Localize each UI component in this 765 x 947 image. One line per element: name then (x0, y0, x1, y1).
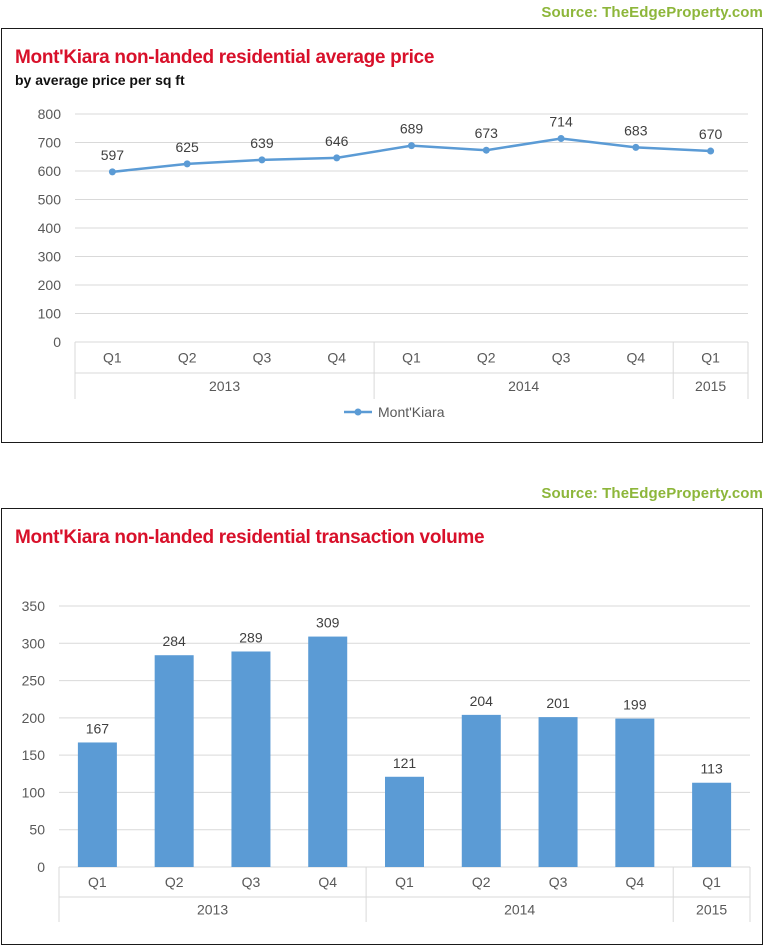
y-tick-label: 600 (38, 163, 62, 179)
x-tick-label: Q1 (395, 874, 414, 890)
x-tick-label: Q4 (318, 874, 337, 890)
data-point (183, 160, 191, 168)
bar (692, 782, 732, 867)
x-tick-label: Q3 (253, 350, 272, 366)
data-label: 204 (470, 693, 494, 709)
group-label: 2014 (504, 902, 535, 918)
data-label: 673 (475, 125, 499, 141)
bar (538, 717, 578, 867)
group-label: 2015 (696, 902, 727, 918)
data-point (557, 135, 565, 143)
y-tick-label: 150 (22, 747, 46, 763)
data-label: 167 (86, 720, 110, 736)
y-tick-label: 800 (38, 106, 62, 122)
price-chart-title: Mont'Kiara non-landed residential averag… (15, 47, 435, 68)
data-point (108, 168, 116, 176)
data-label: 625 (175, 139, 199, 155)
y-tick-label: 350 (22, 598, 46, 614)
x-tick-label: Q1 (702, 874, 721, 890)
y-tick-label: 300 (22, 635, 46, 651)
volume-chart-panel: Mont'Kiara non-landed residential transa… (1, 508, 763, 945)
data-label: 201 (546, 695, 570, 711)
y-tick-label: 0 (37, 859, 45, 875)
x-tick-label: Q2 (165, 874, 184, 890)
x-tick-label: Q4 (327, 350, 346, 366)
y-tick-label: 500 (38, 192, 62, 208)
data-label: 597 (101, 147, 125, 163)
data-label: 646 (325, 133, 349, 149)
data-point (333, 154, 341, 162)
data-label: 289 (239, 629, 263, 645)
data-label: 683 (624, 122, 648, 138)
data-label: 113 (700, 761, 723, 777)
y-tick-label: 0 (53, 334, 61, 350)
data-label: 121 (393, 755, 417, 771)
x-tick-label: Q3 (549, 874, 568, 890)
price-chart-panel: Mont'Kiara non-landed residential averag… (1, 28, 763, 443)
group-label: 2014 (508, 378, 539, 394)
bar (615, 718, 655, 867)
data-label: 284 (162, 633, 186, 649)
price-line-chart: 0 100 200 300 400 500 600 700 800 Q1 Q2 Q3 Q4 Q1 Q2 Q3 Q… (38, 106, 749, 420)
group-label: 2015 (695, 378, 726, 394)
y-tick-label: 200 (38, 277, 62, 293)
x-tick-label: Q4 (626, 350, 645, 366)
volume-chart-title: Mont'Kiara non-landed residential transa… (15, 527, 485, 548)
bar (385, 776, 424, 867)
y-tick-label: 250 (22, 673, 46, 689)
bar (231, 651, 271, 867)
data-label: 199 (623, 697, 647, 713)
x-tick-label: Q2 (477, 350, 496, 366)
volume-bar-chart: 0 50 100 150 200 250 300 350 Q1 Q2 Q3 Q4 Q1 Q2 Q3 Q4 Q1 2… (22, 598, 751, 922)
data-label: 670 (699, 126, 723, 142)
bar (461, 714, 501, 867)
bar (154, 655, 194, 867)
x-tick-label: Q1 (88, 874, 107, 890)
y-tick-label: 400 (38, 220, 62, 236)
bar (308, 636, 348, 867)
y-tick-label: 200 (22, 710, 46, 726)
source-credit-top: Source: TheEdgeProperty.com (541, 4, 763, 21)
y-tick-label: 300 (38, 249, 62, 265)
group-label: 2013 (209, 378, 240, 394)
data-label: 309 (316, 615, 340, 631)
y-tick-label: 100 (38, 306, 62, 322)
x-tick-label: Q3 (552, 350, 571, 366)
x-tick-label: Q4 (625, 874, 644, 890)
data-point (482, 146, 490, 154)
group-label: 2013 (197, 902, 228, 918)
price-chart-subtitle: by average price per sq ft (15, 72, 185, 88)
y-tick-label: 700 (38, 135, 62, 151)
x-tick-label: Q1 (103, 350, 122, 366)
x-tick-label: Q1 (701, 350, 720, 366)
data-point (408, 142, 415, 150)
data-label: 639 (250, 135, 274, 151)
legend-marker (354, 408, 362, 416)
data-point (707, 147, 715, 155)
data-label: 689 (400, 121, 424, 137)
y-tick-label: 100 (22, 784, 46, 800)
x-tick-label: Q2 (178, 350, 197, 366)
x-tick-label: Q2 (472, 874, 491, 890)
legend-label: Mont'Kiara (378, 404, 445, 420)
data-point (258, 156, 266, 164)
data-label: 714 (549, 114, 573, 130)
x-tick-label: Q1 (402, 350, 421, 366)
source-credit-bottom: Source: TheEdgeProperty.com (541, 485, 763, 502)
x-tick-label: Q3 (242, 874, 261, 890)
y-tick-label: 50 (29, 822, 45, 838)
data-point (632, 143, 640, 151)
bar (77, 742, 117, 867)
